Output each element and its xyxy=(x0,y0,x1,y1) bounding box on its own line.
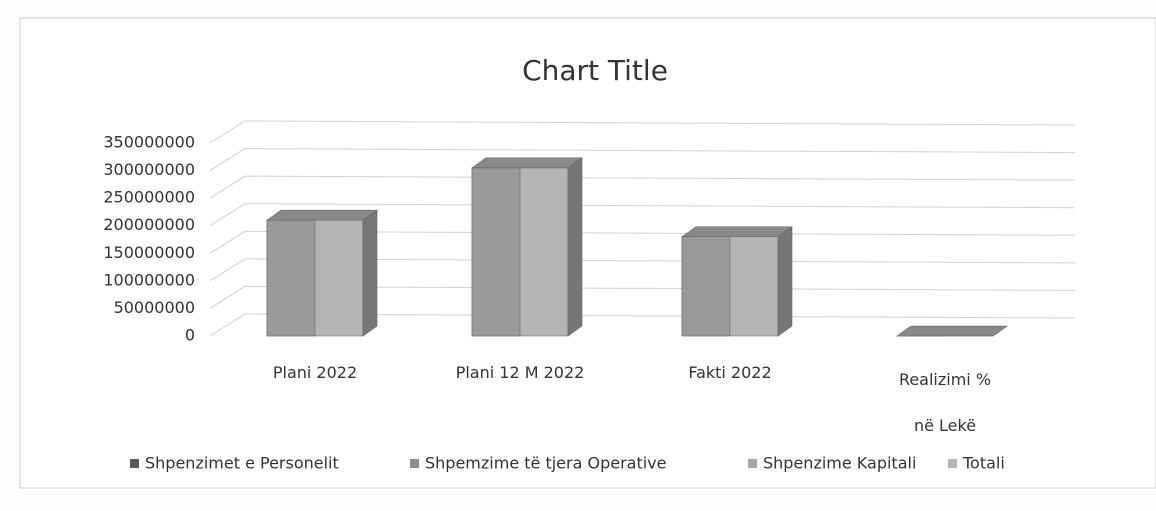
grid-line xyxy=(209,120,1076,144)
y-tick-label: 150000000 xyxy=(103,243,195,262)
legend-swatch xyxy=(748,459,757,468)
bar xyxy=(266,209,378,337)
x-tick-label: Plani 2022 xyxy=(272,363,358,382)
grid-line xyxy=(209,175,1076,199)
bar xyxy=(896,325,1008,337)
x-tick-label: Realizimi % në Lekë xyxy=(898,370,992,435)
grid-line xyxy=(209,203,1076,227)
bar-face xyxy=(681,236,731,337)
y-tick-label: 300000000 xyxy=(103,160,195,179)
grid-line xyxy=(209,258,1076,282)
bar-face xyxy=(896,325,1008,337)
y-tick-label: 350000000 xyxy=(103,133,195,152)
grid-line xyxy=(209,285,1076,309)
legend-swatch xyxy=(130,459,139,468)
bar-face xyxy=(362,209,378,337)
legend-label: Totali xyxy=(962,454,1005,473)
bar-face xyxy=(567,157,583,337)
bar-face xyxy=(471,157,583,169)
legend-label: Shpenzime Kapitali xyxy=(763,454,916,473)
grid-line xyxy=(209,313,1076,337)
legend-label: Shpenzimet e Personelit xyxy=(145,454,339,473)
bar-face xyxy=(266,209,378,221)
y-tick-label: 100000000 xyxy=(103,270,195,289)
legend-label: Shpemzime të tjera Operative xyxy=(425,454,666,473)
bar-face xyxy=(471,167,521,337)
grid-line xyxy=(209,230,1076,254)
y-tick-label: 50000000 xyxy=(114,298,195,317)
y-tick-label: 0 xyxy=(185,326,195,345)
legend-swatch xyxy=(948,459,957,468)
x-tick-label: Fakti 2022 xyxy=(688,363,772,382)
bar xyxy=(681,226,793,337)
grid-line xyxy=(209,148,1076,171)
x-tick-label: Plani 12 M 2022 xyxy=(455,363,585,382)
y-tick-label: 250000000 xyxy=(103,188,195,207)
bar-face xyxy=(777,226,793,337)
bar-face xyxy=(266,219,316,337)
bar-face xyxy=(681,226,793,238)
chart-frame xyxy=(19,17,1156,489)
legend-swatch xyxy=(410,459,419,468)
bar xyxy=(471,157,583,337)
chart-title: Chart Title xyxy=(522,54,668,87)
y-tick-label: 200000000 xyxy=(103,215,195,234)
